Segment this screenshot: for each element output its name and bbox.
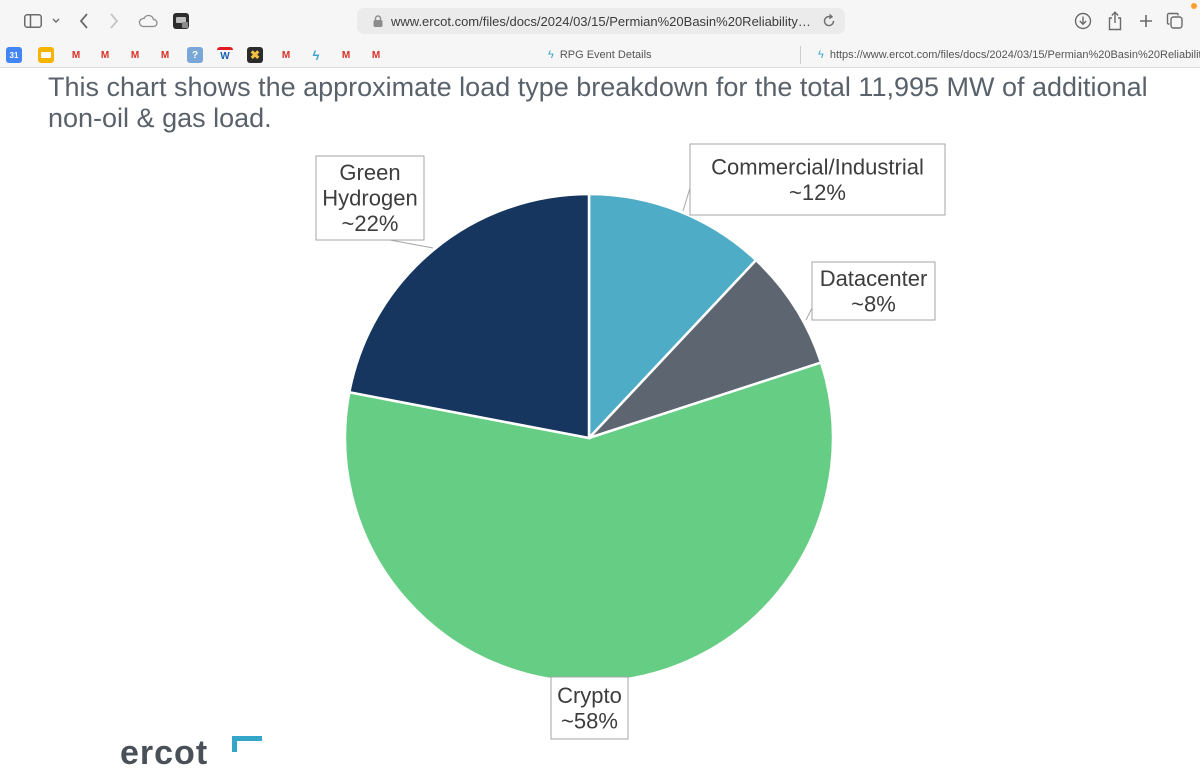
tab-divider <box>800 46 801 64</box>
notification-dot <box>1191 3 1197 9</box>
pdf-page: This chart shows the approximate load ty… <box>0 68 1200 772</box>
share-icon[interactable] <box>1105 8 1125 34</box>
tab-rpg-event-details[interactable]: ϟ RPG Event Details <box>548 42 652 68</box>
slice-category-label: Commercial/Industrial <box>711 154 924 179</box>
folder-icon[interactable] <box>38 47 54 63</box>
slice-percent-label: ~8% <box>851 291 896 316</box>
pie-callouts: Commercial/Industrial~12% Datacenter~8% Cr… <box>315 143 946 740</box>
gmail-icon-label: M <box>281 49 291 61</box>
slice-category-label: Crypto <box>557 683 622 708</box>
callout-box <box>689 143 946 216</box>
game-icon[interactable]: ✖ <box>247 47 263 63</box>
slice-percent-label: ~22% <box>342 211 399 236</box>
calendar-icon-label: 31 <box>9 50 19 60</box>
callout-leader-line <box>389 239 434 249</box>
slice-percent-label: ~58% <box>561 708 618 733</box>
gmail-icon-label: M <box>100 49 110 61</box>
pie-slice-commercial-industrial <box>587 192 758 442</box>
callout-box <box>811 261 936 321</box>
page-title: This chart shows the approximate load ty… <box>48 72 1148 133</box>
chevron-down-icon[interactable] <box>49 8 63 34</box>
gmail-icon[interactable]: M <box>97 47 113 63</box>
pie-slice-datacenter <box>588 258 823 440</box>
calendar-icon[interactable]: 31 <box>6 47 22 63</box>
bolt-icon: ϟ <box>548 49 554 61</box>
slice-category-label: Datacenter <box>820 266 928 291</box>
tab-overview-icon[interactable] <box>1165 8 1185 34</box>
callout-leader-line <box>682 187 691 212</box>
gmail-icon-label: M <box>71 49 81 61</box>
gmail-icon-label: M <box>341 49 351 61</box>
gmail-icon-label: M <box>130 49 140 61</box>
gmail-icon-label: M <box>160 49 170 61</box>
gmail-icon[interactable]: M <box>278 47 294 63</box>
pie-slices <box>343 192 835 684</box>
help-icon-label: ? <box>191 49 199 61</box>
callout-box <box>315 155 425 241</box>
gmail-icon[interactable]: M <box>338 47 354 63</box>
callout-box <box>550 676 629 740</box>
icloud-tabs-icon[interactable] <box>137 8 159 34</box>
lock-icon <box>373 15 383 27</box>
gmail-icon-label: M <box>371 49 381 61</box>
wordle-icon-label: W <box>220 51 230 62</box>
load-type-pie-chart: Commercial/Industrial~12% Datacenter~8% Cr… <box>315 143 946 740</box>
back-button[interactable] <box>76 8 92 34</box>
address-url[interactable]: www.ercot.com/files/docs/2024/03/15/Perm… <box>391 13 815 29</box>
tab-label: https://www.ercot.com/files/docs/2024/03… <box>829 49 1200 61</box>
downloads-icon[interactable] <box>1073 8 1093 34</box>
gmail-icon[interactable]: M <box>157 47 173 63</box>
address-bar[interactable]: www.ercot.com/files/docs/2024/03/15/Perm… <box>357 8 845 34</box>
slice-percent-label: ~12% <box>789 180 846 205</box>
gmail-icon[interactable]: M <box>127 47 143 63</box>
favorites-bar: 31 M M M M ? W ✖ M ϟ M M ϟ RPG Event Det… <box>0 42 1200 68</box>
sidebar-toggle-icon[interactable] <box>22 8 44 34</box>
ercot-logo-mark <box>232 736 262 752</box>
tab-label: RPG Event Details <box>559 49 652 61</box>
forward-button[interactable] <box>106 8 122 34</box>
ercot-logo: ercot <box>120 734 209 772</box>
callout-leader-line <box>805 307 813 321</box>
new-tab-icon[interactable] <box>1136 8 1156 34</box>
browser-toolbar: www.ercot.com/files/docs/2024/03/15/Perm… <box>0 0 1200 42</box>
gmail-icon[interactable]: M <box>368 47 384 63</box>
help-icon[interactable]: ? <box>187 47 203 63</box>
pie-slice-green-hydrogen <box>347 192 591 440</box>
gmail-icon[interactable]: M <box>68 47 84 63</box>
tab-ercot-pdf[interactable]: ϟ https://www.ercot.com/files/docs/2024/… <box>818 42 1200 68</box>
bolt-icon: ϟ <box>818 49 824 61</box>
slice-category-label: Hydrogen <box>322 186 417 211</box>
slice-category-label: Green <box>339 160 400 185</box>
extension-icon[interactable] <box>172 8 190 34</box>
wordle-icon[interactable]: W <box>217 47 233 63</box>
bolt-icon[interactable]: ϟ <box>312 47 320 63</box>
reload-icon[interactable] <box>821 13 837 29</box>
